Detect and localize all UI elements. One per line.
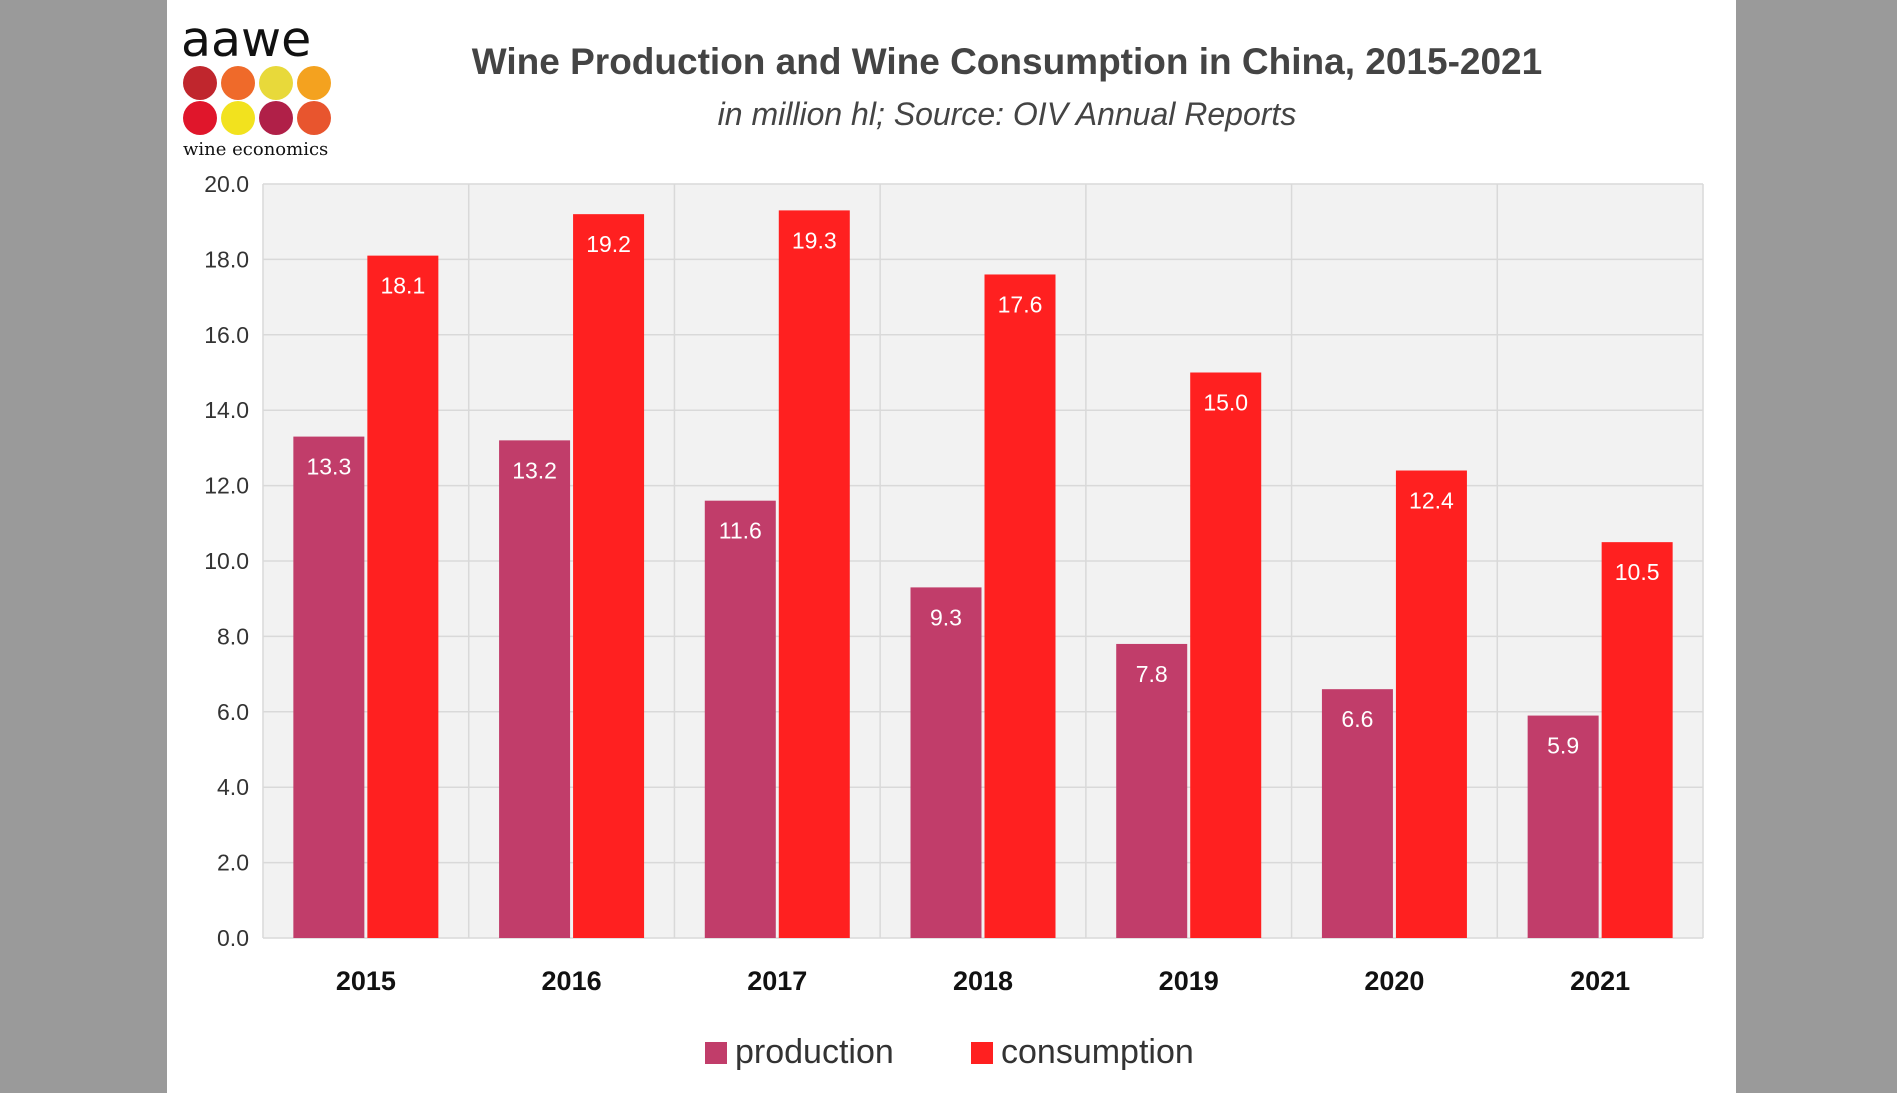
x-tick-label: 2018: [953, 966, 1013, 996]
x-tick-label: 2015: [336, 966, 396, 996]
bar-production: [1321, 689, 1393, 938]
chart-title: Wine Production and Wine Consumption in …: [472, 41, 1542, 82]
logo-tagline: wine economics: [183, 139, 328, 160]
logo-dot: [259, 101, 293, 135]
x-tick-label: 2016: [542, 966, 602, 996]
logo-dot: [183, 66, 217, 100]
bar-production: [910, 587, 982, 938]
data-label-consumption: 17.6: [998, 291, 1043, 317]
data-label-consumption: 18.1: [380, 273, 425, 299]
chart-panel: aawe wine economics Wine Production and …: [167, 0, 1736, 1093]
data-label-production: 9.3: [930, 604, 962, 630]
bar-consumption: [1190, 372, 1262, 938]
x-tick-label: 2020: [1364, 966, 1424, 996]
y-tick-label: 8.0: [217, 623, 249, 649]
legend: production consumption: [705, 1033, 1194, 1071]
bar-consumption: [1601, 542, 1673, 938]
data-label-consumption: 19.2: [586, 231, 631, 257]
logo-dot: [259, 66, 293, 100]
logo-dot: [221, 66, 255, 100]
logo-dots: [183, 66, 331, 135]
aawe-logo: aawe wine economics: [181, 11, 331, 160]
data-label-production: 6.6: [1341, 706, 1373, 732]
y-tick-label: 6.0: [217, 699, 249, 725]
logo-dot: [183, 101, 217, 135]
data-label-production: 7.8: [1136, 661, 1168, 687]
x-tick-label: 2017: [747, 966, 807, 996]
data-label-consumption: 10.5: [1615, 559, 1660, 585]
data-label-production: 13.2: [512, 457, 557, 483]
data-label-consumption: 19.3: [792, 227, 837, 253]
y-tick-label: 2.0: [217, 850, 249, 876]
chart-subtitle: in million hl; Source: OIV Annual Report…: [718, 96, 1297, 132]
y-tick-label: 10.0: [204, 548, 249, 574]
data-label-production: 13.3: [306, 454, 351, 480]
bar-production: [293, 436, 365, 938]
data-label-consumption: 15.0: [1203, 390, 1248, 416]
data-label-production: 5.9: [1547, 733, 1579, 759]
bar-production: [1527, 715, 1599, 938]
y-axis: 0.0 2.0 4.0 6.0 8.0 10.0 12.0 14.0 16.0 18.0 20.0: [204, 171, 249, 951]
x-tick-label: 2019: [1159, 966, 1219, 996]
legend-swatch-consumption: [971, 1042, 993, 1064]
y-tick-label: 12.0: [204, 473, 249, 499]
bar-production: [499, 440, 571, 938]
bars: 13.3 18.1 13.2 19.2 11.6 19.3 9.3 17.6 7.8 15.0 6.…: [293, 210, 1673, 939]
y-tick-label: 14.0: [204, 397, 249, 423]
data-label-production: 11.6: [719, 518, 762, 544]
y-tick-label: 20.0: [204, 171, 249, 197]
data-label-consumption: 12.4: [1409, 488, 1454, 514]
logo-dot: [221, 101, 255, 135]
logo-dot: [297, 101, 331, 135]
legend-swatch-production: [705, 1042, 727, 1064]
y-tick-label: 16.0: [204, 322, 249, 348]
legend-label-production: production: [735, 1033, 894, 1071]
bar-consumption: [1395, 470, 1467, 938]
wine-chart: aawe wine economics Wine Production and …: [181, 11, 1704, 1071]
y-tick-label: 18.0: [204, 246, 249, 272]
bar-consumption: [984, 274, 1056, 939]
y-tick-label: 4.0: [217, 774, 249, 800]
y-tick-label: 0.0: [217, 925, 249, 951]
bar-consumption: [573, 214, 645, 938]
bar-production: [1116, 643, 1188, 938]
x-tick-label: 2021: [1570, 966, 1630, 996]
bar-consumption: [367, 255, 439, 938]
logo-dot: [297, 66, 331, 100]
bar-production: [704, 500, 776, 938]
bar-consumption: [778, 210, 850, 938]
logo-wordmark: aawe: [181, 11, 311, 68]
legend-label-consumption: consumption: [1001, 1033, 1194, 1071]
x-axis: 2015 2016 2017 2018 2019 2020 2021: [336, 966, 1630, 996]
